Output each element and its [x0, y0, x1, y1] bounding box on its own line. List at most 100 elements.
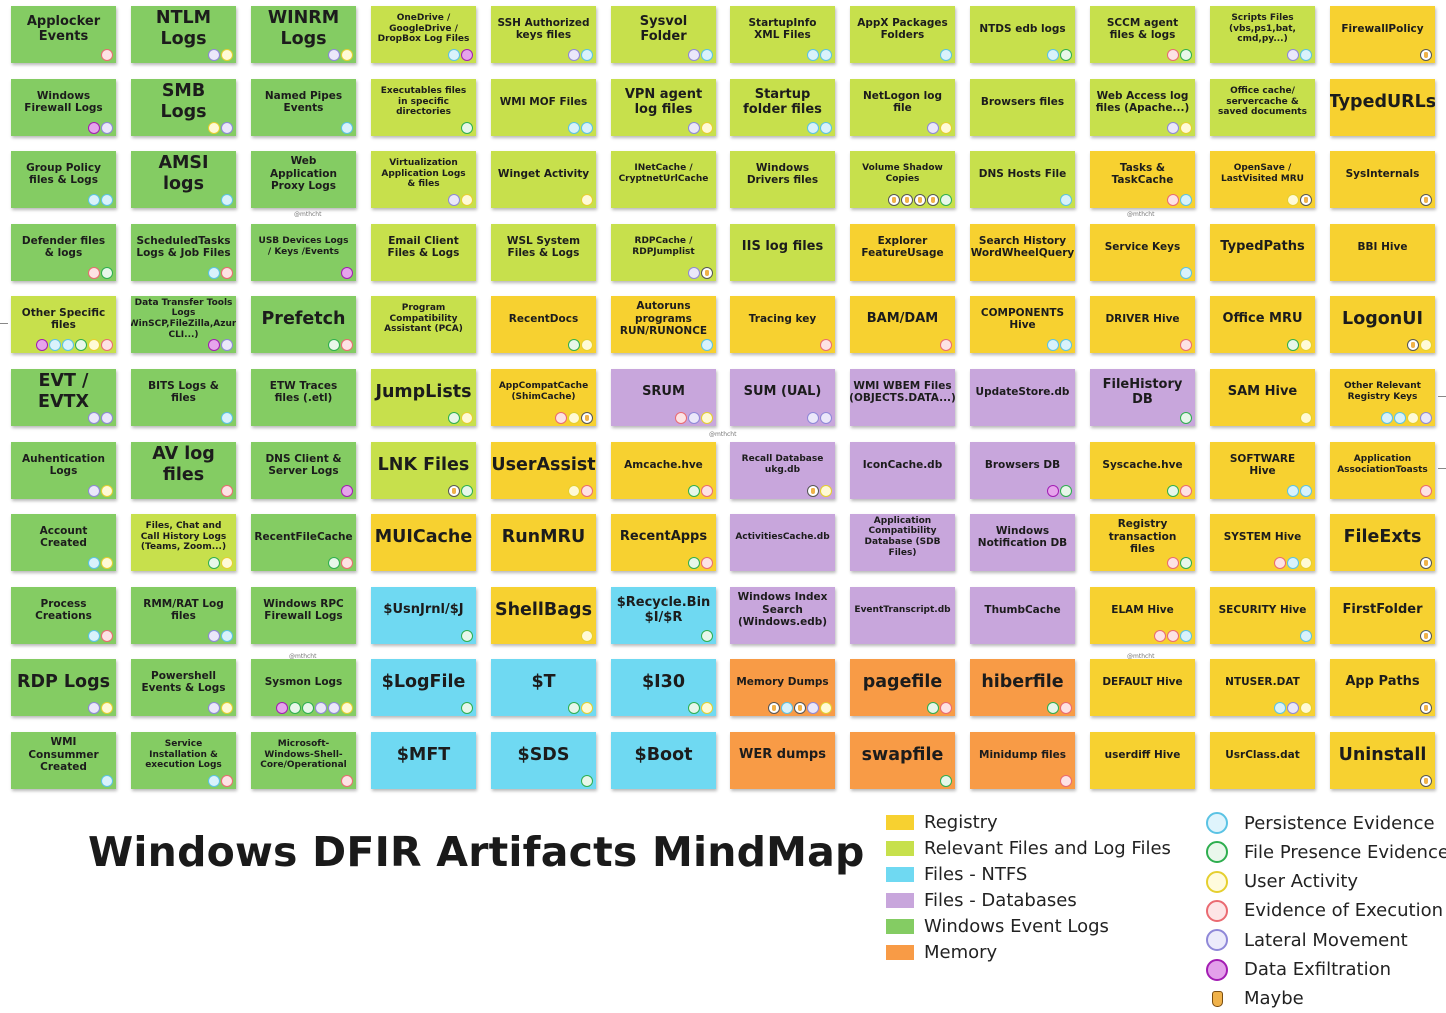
evidence-markers — [1420, 630, 1432, 642]
maybe-hand-icon — [1206, 988, 1228, 1010]
persistence-marker-icon — [1300, 485, 1312, 497]
artifact-label: FileExts — [1343, 526, 1422, 547]
artifact-label: Service Installation & execution Logs — [145, 739, 222, 771]
artifact-label: IIS log files — [741, 239, 824, 255]
artifact-label: Powershell Events & Logs — [141, 669, 226, 694]
file-marker-icon — [927, 702, 939, 714]
legend-evidence: User Activity — [1206, 870, 1358, 893]
persistence-marker-icon — [88, 630, 100, 642]
persistence-marker-icon — [101, 194, 113, 206]
exfil-marker-icon — [341, 485, 353, 497]
artifact-label: Registry transaction files — [1108, 518, 1177, 556]
artifact-label: Sysvol Folder — [639, 13, 688, 44]
maybe-marker-icon — [1420, 702, 1432, 714]
evidence-markers — [208, 339, 233, 351]
evidence-markers — [208, 557, 233, 569]
artifact-label: WER dumps — [739, 747, 826, 763]
artifact-label: UserAssist — [491, 454, 596, 475]
user-marker-icon — [581, 194, 593, 206]
user-marker-icon — [1180, 122, 1192, 134]
exec-marker-icon — [101, 630, 113, 642]
color-swatch — [886, 815, 914, 830]
exec-marker-icon — [1274, 557, 1286, 569]
exec-marker-icon — [221, 267, 233, 279]
evidence-markers — [328, 339, 353, 351]
persistence-marker-icon — [940, 49, 952, 61]
legend-evidence: Lateral Movement — [1206, 929, 1408, 952]
artifact-note: $SDS — [491, 732, 596, 789]
maybe-marker-icon — [768, 702, 780, 714]
file-marker-icon — [701, 630, 713, 642]
lateral-marker-icon — [221, 122, 233, 134]
persistence-marker-icon — [701, 339, 713, 351]
legend-category: Relevant Files and Log Files — [886, 838, 1171, 859]
artifact-note: FileExts — [1330, 514, 1435, 571]
lateral-marker-icon — [328, 702, 340, 714]
user-marker-icon — [581, 702, 593, 714]
user-marker-icon — [101, 557, 113, 569]
evidence-markers — [101, 775, 113, 787]
exec-marker-icon — [341, 339, 353, 351]
artifact-label: $MFT — [396, 744, 451, 765]
artifact-label: Explorer FeatureUsage — [861, 234, 944, 259]
evidence-markers — [568, 122, 593, 134]
artifact-note: EventTranscript.db — [850, 587, 955, 644]
artifact-label: DNS Client & Server Logs — [265, 452, 342, 477]
evidence-markers — [807, 49, 832, 61]
lateral-marker-icon — [101, 412, 113, 424]
file-marker-icon — [940, 194, 952, 206]
artifact-label: Windows Firewall Logs — [24, 89, 103, 114]
lateral-marker-icon — [688, 412, 700, 424]
user-marker-icon — [1300, 702, 1312, 714]
artifact-label: Prefetch — [261, 308, 346, 329]
artifact-label: WMI Consummer Created — [28, 736, 99, 774]
artifact-note: ThumbCache — [970, 587, 1075, 644]
artifact-label: ActivitiesCache.db — [735, 531, 830, 542]
artifact-label: Search History WordWheelQuery — [970, 234, 1075, 259]
persistence-marker-icon — [341, 122, 353, 134]
evidence-markers — [88, 630, 113, 642]
evidence-markers — [1167, 485, 1192, 497]
exec-marker-icon — [555, 412, 567, 424]
artifact-label: INetCache / CryptnetUrlCache — [618, 163, 709, 184]
artifact-label: Recall Database ukg.db — [741, 454, 824, 475]
artifact-note: Uninstall — [1330, 732, 1435, 789]
evidence-markers — [1287, 194, 1312, 206]
file-marker-icon — [1180, 49, 1192, 61]
exec-marker-icon — [1167, 49, 1179, 61]
artifact-note: RMM/RAT Log files — [131, 587, 236, 644]
artifact-label: AMSI logs — [158, 153, 209, 194]
evidence-markers — [1180, 339, 1192, 351]
color-swatch — [886, 841, 914, 856]
artifact-note: WSL System Files & Logs — [491, 224, 596, 281]
artifact-note: FileHistory DB — [1090, 369, 1195, 426]
artifact-note: RDPCache / RDPJumplist — [611, 224, 716, 281]
lateral-marker-icon — [101, 122, 113, 134]
artifact-note: Web Application Proxy Logs — [251, 151, 356, 208]
maybe-marker-icon — [1300, 194, 1312, 206]
artifact-label: Browsers DB — [984, 458, 1061, 471]
persistence-marker-icon — [1300, 630, 1312, 642]
lateral-marker-icon — [88, 702, 100, 714]
user-marker-icon — [701, 122, 713, 134]
evidence-markers — [1420, 485, 1432, 497]
evidence-markers — [927, 122, 952, 134]
file-marker-icon — [688, 702, 700, 714]
lateral-marker-icon — [88, 412, 100, 424]
persistence-marker-icon — [88, 557, 100, 569]
artifact-label: SUM (UAL) — [743, 384, 822, 400]
lateral-marker-icon — [820, 412, 832, 424]
artifact-label: $UsnJrnl/$J — [383, 602, 464, 618]
maybe-marker-icon — [701, 267, 713, 279]
maybe-marker-icon — [1407, 339, 1419, 351]
evidence-markers — [1274, 702, 1312, 714]
maybe-marker-icon — [1420, 49, 1432, 61]
artifact-note: Named Pipes Events — [251, 79, 356, 136]
artifact-label: $LogFile — [381, 671, 466, 692]
artifact-note: DEFAULT Hive — [1090, 659, 1195, 716]
maybe-marker-icon — [581, 412, 593, 424]
artifact-label: SSH Authorized keys files — [497, 16, 590, 41]
artifact-note: UsrClass.dat — [1210, 732, 1315, 789]
artifact-note: NTUSER.DAT — [1210, 659, 1315, 716]
artifact-label: NetLogon log file — [862, 89, 943, 114]
